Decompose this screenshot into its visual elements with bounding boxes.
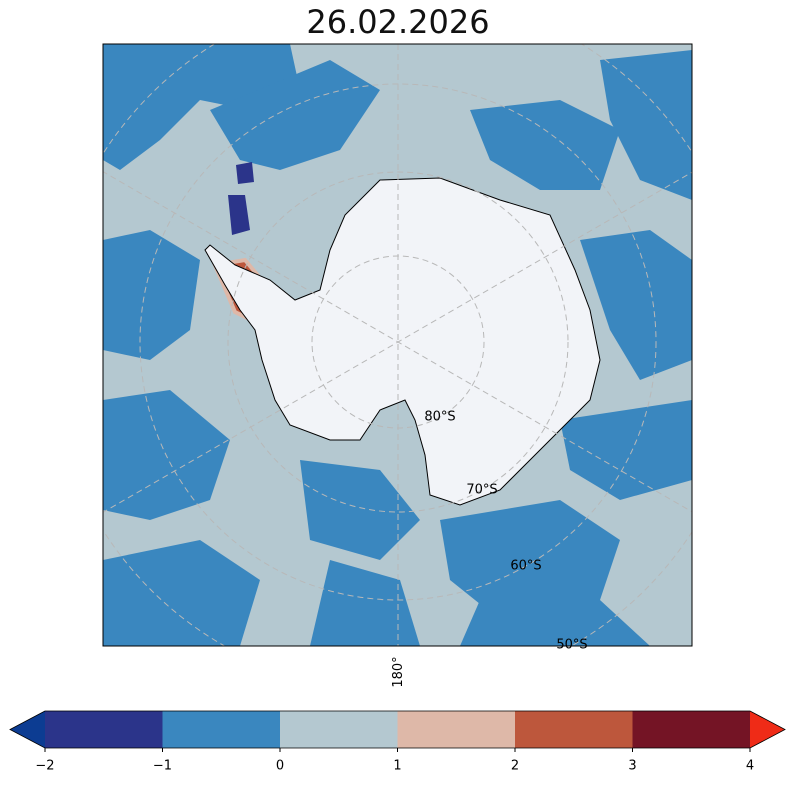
graticule: [103, 44, 692, 646]
map-frame: [102, 43, 693, 647]
map-title: 26.02.2026: [306, 3, 489, 41]
colorbar-segment: [397, 711, 515, 748]
colorbar-tick-label: −2: [35, 759, 54, 774]
latitude-labels: 80°S 70°S 60°S 50°S: [424, 410, 587, 653]
colorbar-tick-label: 3: [628, 759, 636, 774]
colorbar-tick-label: 2: [511, 759, 519, 774]
colorbar-tick-label: −1: [153, 759, 172, 774]
lon-label: 180°: [391, 656, 406, 687]
anomaly-regions: [103, 44, 692, 646]
colorbar-segment: [162, 711, 280, 748]
lat-label: 70°S: [466, 483, 497, 498]
colorbar-tick-label: 0: [276, 759, 284, 774]
colorbar-tick-label: 1: [393, 759, 401, 774]
colorbar-over: [750, 711, 785, 748]
strong-negative-regions: [228, 162, 254, 235]
lat-label: 80°S: [424, 410, 455, 425]
colorbar-segment: [45, 711, 163, 748]
lat-label: 60°S: [510, 559, 541, 574]
colorbar-segment: [280, 711, 398, 748]
colorbar-tick-label: 4: [746, 759, 754, 774]
antarctica: [204, 177, 601, 506]
lat-label: 50°S: [556, 638, 587, 653]
colorbar-segment: [515, 711, 633, 748]
map: [103, 44, 692, 646]
colorbar: −2 −1 0 1 2 3 4: [9, 710, 786, 774]
colorbar-under: [10, 711, 45, 748]
colorbar-segment: [632, 711, 750, 748]
